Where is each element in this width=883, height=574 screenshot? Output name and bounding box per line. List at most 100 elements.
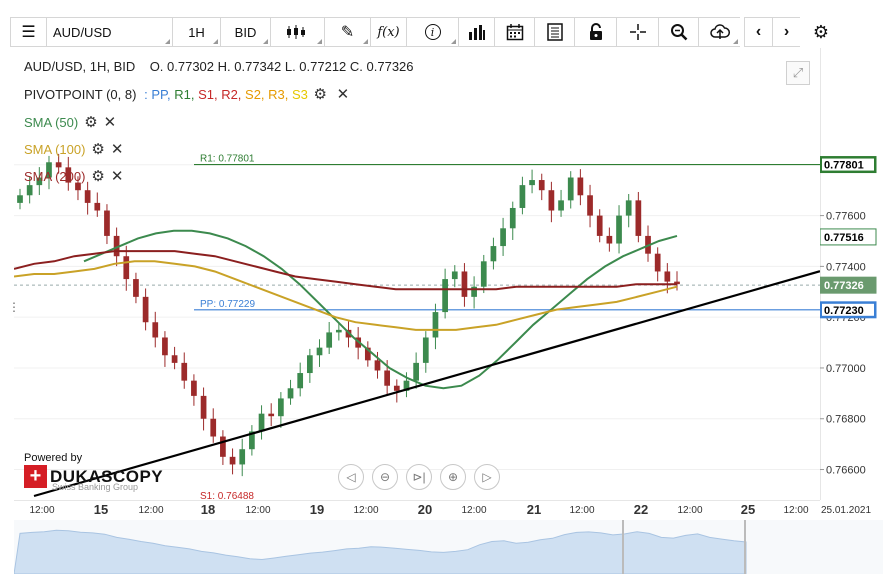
triangle-right-icon: ▷ [482,470,492,484]
upload-button[interactable] [698,17,740,47]
resize-handle-icon[interactable]: ⋮ [8,300,20,314]
expand-chart-button[interactable]: ⤢ [786,61,810,85]
trendline[interactable] [33,270,820,498]
pan-right-button[interactable]: ▷ [474,464,500,490]
sma-legend-row: SMA (100) ⚙ ✕ [24,140,123,158]
chart-type-button[interactable] [270,17,324,47]
price-chart: R1: 0.77801 PP: 0.77229 S1: 0.76488 [14,154,820,500]
drawing-tool-button[interactable]: ✎ [324,17,370,47]
pivot-level-label: R3, [264,87,289,102]
candle-body [413,362,419,381]
price-side-label: BID [234,24,257,40]
sma-remove-icon[interactable]: ✕ [103,114,117,131]
crosshair-button[interactable] [616,17,658,47]
hamburger-icon: ☰ [21,24,36,41]
x-date-label: 21 [527,502,541,517]
x-time-label: 12:00 [29,505,54,516]
sma-settings-icon[interactable]: ⚙ [91,141,105,158]
sma-label: SMA (200) [24,168,86,184]
lock-button[interactable] [574,17,616,47]
candle-body [403,380,410,391]
price-box-label: 0.77230 [824,305,864,317]
price-box-inner [822,303,874,316]
candle-body [577,177,584,196]
candle-body [229,456,236,465]
scroll-right-button[interactable]: › [772,17,800,47]
candle-body [451,271,458,280]
sma-legend-row: SMA (50) ⚙ ✕ [24,113,116,131]
instrument-selector[interactable]: AUD/USD [46,17,172,47]
zoom-in-button[interactable]: ⊕ [440,464,466,490]
candle-body [529,180,535,186]
menu-button[interactable]: ☰ [10,17,46,47]
info-button[interactable]: i [406,17,458,47]
sma-label: SMA (100) [24,141,86,157]
candle-body [268,413,275,417]
candle-body [500,228,506,247]
dukascopy-logo[interactable]: + DUKASCOPY [24,465,163,488]
logo-tagline: Swiss Banking Group [52,482,139,492]
y-tick-label: 0.77600 [826,211,866,223]
indicators-button[interactable]: f(x) [370,17,406,47]
calendar-icon [506,24,523,41]
candle-body [606,235,613,244]
data-table-button[interactable] [534,17,574,47]
candle-body [55,162,62,168]
candle-body [142,296,149,323]
candle-body [461,271,468,297]
navigator-handle-left[interactable] [622,520,624,574]
price-box-sma50 [820,228,877,246]
logo-text: DUKASCOPY [50,466,164,486]
instrument-label: AUD/USD [53,24,112,40]
pan-left-button[interactable]: ◁ [338,464,364,490]
candle-body [220,436,226,457]
sma-remove-icon[interactable]: ✕ [110,141,124,158]
candle-body [567,177,574,201]
sma-settings-icon[interactable]: ⚙ [84,114,98,131]
sma-label: SMA (50) [24,114,79,130]
candle-body [374,360,381,371]
candle-body [335,329,342,333]
price-box-inner [822,158,874,171]
settings-button[interactable]: ⚙ [804,17,838,47]
pivot-level-label: S2, [241,87,265,102]
reset-view-button[interactable]: ⊳| [406,464,432,490]
pivot-settings-icon[interactable]: ⚙ [313,86,327,103]
time-axis-navigator[interactable]: 12:00 15 12:00 18 12:00 19 12:00 20 12:00 21 12:00… [14,500,883,574]
chart-toolbar: ☰ AUD/USD 1H BID ✎ f(x) i [10,16,878,48]
sma-settings-icon[interactable]: ⚙ [91,168,105,185]
zoom-out-button[interactable]: ⊖ [372,464,398,490]
navigator-handle-right[interactable] [744,520,746,574]
price-box-label: 0.77516 [824,232,864,244]
chart-nav-controls: ◁ ⊖ ⊳| ⊕ ▷ [338,464,500,490]
timeframe-selector[interactable]: 1H [172,17,220,47]
dropdown-corner-icon [363,39,368,44]
chevron-right-icon: › [783,23,790,40]
candle-body [480,261,487,287]
powered-by-text: Powered by [24,452,83,464]
candle-body [123,256,130,280]
price-box-label: 0.77326 [824,280,864,292]
zoom-button[interactable] [658,17,698,47]
expand-icon: ⤢ [792,65,804,80]
navigator-area [14,529,747,574]
x-date-label: 15 [94,502,108,517]
candle-body [432,312,439,338]
candle-body [162,337,168,356]
candle-body [316,347,323,356]
x-time-label: 12:00 [783,505,808,516]
candles-icon [286,25,305,39]
scroll-left-button[interactable]: ‹ [744,17,772,47]
candle-body [171,355,178,363]
calendar-button[interactable] [494,17,534,47]
zoom-icon [670,24,687,41]
dropdown-corner-icon [451,39,456,44]
dropdown-corner-icon [317,39,322,44]
sma-remove-icon[interactable]: ✕ [110,168,124,185]
volume-button[interactable] [458,17,494,47]
candle-body [393,385,400,391]
pivot-remove-icon[interactable]: ✕ [336,86,350,103]
price-side-selector[interactable]: BID [220,17,270,47]
chart-plot-area[interactable]: R1: 0.77801 PP: 0.77229 S1: 0.76488 [14,48,820,500]
pivot-name: PIVOTPOINT (0, 8) [24,87,137,102]
